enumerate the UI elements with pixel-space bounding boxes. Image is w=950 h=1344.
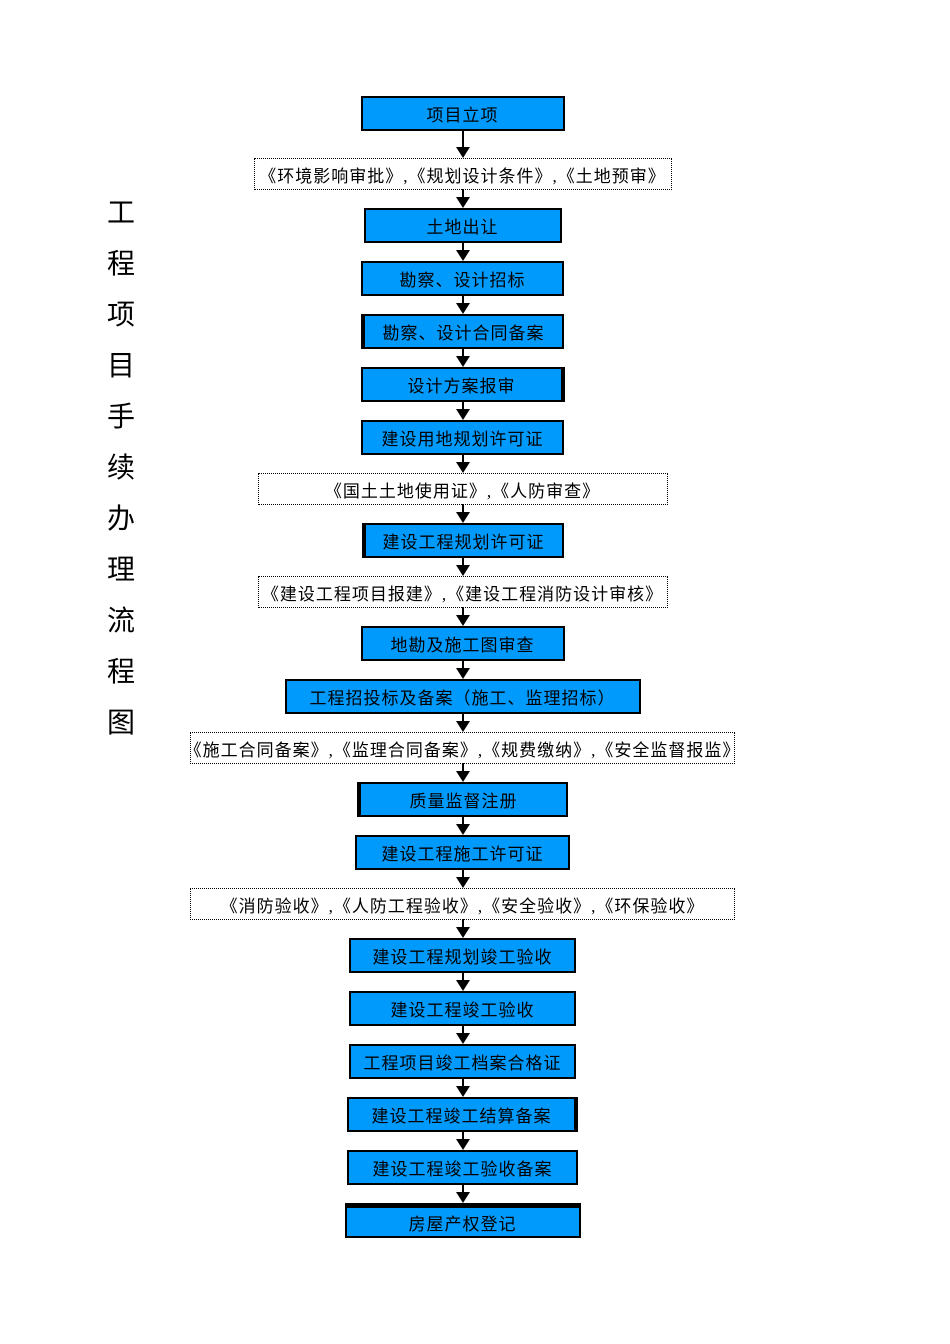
flow-step-planning-completion-acceptance: 建设工程规划竣工验收	[349, 938, 576, 973]
flow-step-survey-design-bidding: 勘察、设计招标	[361, 261, 564, 296]
arrow-down-icon	[455, 660, 470, 679]
arrow-down-icon	[455, 504, 470, 523]
flow-step-quality-supervision-registration: 质量监督注册	[357, 782, 568, 817]
arrow-down-icon	[455, 401, 470, 420]
flow-doc-acceptance-inspection-docs: 《消防验收》,《人防工程验收》,《安全验收》,《环保验收》	[190, 888, 735, 920]
arrow-down-icon	[455, 919, 470, 938]
arrow-down-icon	[455, 1078, 470, 1097]
arrow-down-icon	[455, 295, 470, 314]
flow-step-bidding-and-filing: 工程招投标及备案（施工、监理招标）	[284, 679, 641, 714]
flow-step-project-initiation: 项目立项	[360, 96, 565, 131]
title-char: 流	[106, 606, 135, 637]
arrow-down-icon	[455, 557, 470, 576]
arrow-down-icon	[455, 130, 470, 158]
arrow-down-icon	[455, 1025, 470, 1044]
flow-step-completion-settlement-filing: 建设工程竣工结算备案	[347, 1097, 578, 1132]
arrow-down-icon	[455, 713, 470, 732]
flow-step-design-scheme-submission: 设计方案报审	[360, 367, 565, 402]
title-char: 程	[106, 249, 135, 280]
flow-doc-land-cert-civil-defense-docs: 《国土土地使用证》,《人防审查》	[257, 473, 668, 505]
flow-step-completion-acceptance: 建设工程竣工验收	[349, 991, 576, 1026]
title-char: 图	[106, 708, 135, 739]
flow-step-land-use-planning-permit: 建设用地规划许可证	[361, 420, 564, 455]
flow-step-completion-acceptance-filing: 建设工程竣工验收备案	[347, 1150, 578, 1185]
arrow-down-icon	[455, 607, 470, 626]
arrow-down-icon	[455, 348, 470, 367]
arrow-down-icon	[455, 763, 470, 782]
title-char: 理	[106, 555, 135, 586]
flow-step-survey-design-contract-filing: 勘察、设计合同备案	[361, 314, 564, 349]
flow-doc-project-registration-fire-design-docs: 《建设工程项目报建》,《建设工程消防设计审核》	[257, 576, 668, 608]
arrow-down-icon	[455, 816, 470, 835]
arrow-down-icon	[455, 972, 470, 991]
arrow-down-icon	[455, 869, 470, 888]
flow-step-property-registration: 房屋产权登记	[344, 1203, 581, 1238]
flow-step-geotech-and-drawing-review: 地勘及施工图审查	[360, 626, 565, 661]
arrow-down-icon	[455, 189, 470, 208]
arrow-down-icon	[455, 1131, 470, 1150]
flow-step-completion-archives-certificate: 工程项目竣工档案合格证	[349, 1044, 576, 1079]
title-char: 手	[106, 402, 135, 433]
flowchart: 项目立项 《环境影响审批》,《规划设计条件》,《土地预审》 土地出让 勘察、设计…	[0, 96, 925, 1238]
arrow-down-icon	[455, 242, 470, 261]
flow-step-land-transfer: 土地出让	[363, 208, 562, 243]
title-char: 续	[106, 453, 135, 484]
flow-doc-contract-fee-supervision-docs: 《施工合同备案》,《监理合同备案》,《规费缴纳》,《安全监督报监》	[185, 732, 739, 764]
title-char: 程	[106, 657, 135, 688]
title-char: 项	[106, 300, 135, 331]
chart-title-vertical: 工 程 项 目 手 续 办 理 流 程 图	[104, 200, 138, 738]
flow-step-construction-permit: 建设工程施工许可证	[355, 835, 570, 870]
arrow-down-icon	[455, 454, 470, 473]
title-char: 办	[106, 504, 135, 535]
arrow-down-icon	[455, 1184, 470, 1203]
flow-doc-env-planning-land-docs: 《环境影响审批》,《规划设计条件》,《土地预审》	[253, 158, 672, 190]
title-char: 目	[106, 351, 135, 382]
title-char: 工	[106, 198, 135, 229]
flow-step-construction-planning-permit: 建设工程规划许可证	[361, 523, 564, 558]
